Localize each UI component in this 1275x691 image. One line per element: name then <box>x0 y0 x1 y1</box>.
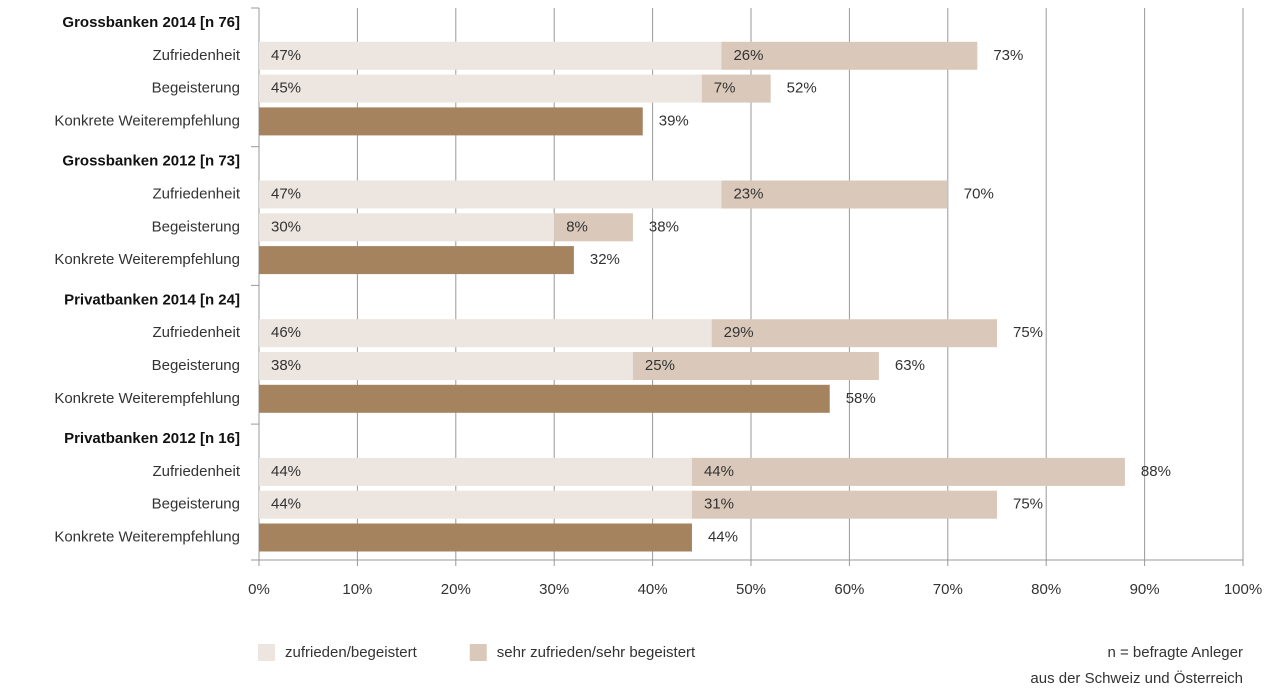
bar-segment <box>691 490 997 519</box>
y-tick-label: Begeisterung <box>152 496 240 513</box>
bar-segment <box>721 41 978 70</box>
data-label: 25% <box>645 357 675 374</box>
bar-segment <box>259 74 702 103</box>
y-tick-label: Konkrete Weiterempfehlung <box>54 112 240 129</box>
bar-segment <box>259 319 712 348</box>
bar-segment <box>259 384 830 413</box>
x-tick-label: 70% <box>933 581 963 598</box>
group-label: Grossbanken 2012 [n 73] <box>62 153 240 170</box>
data-label: 47% <box>271 185 301 202</box>
data-label: 38% <box>271 357 301 374</box>
data-label: 45% <box>271 80 301 97</box>
data-label: 30% <box>271 218 301 235</box>
total-label: 38% <box>649 218 679 235</box>
data-label: 32% <box>590 251 620 268</box>
note: aus der Schweiz und Österreich <box>1030 669 1243 687</box>
bar-segment <box>259 352 633 380</box>
y-tick-label: Begeisterung <box>152 80 240 97</box>
bar-segment <box>711 319 997 348</box>
x-tick-label: 50% <box>736 581 766 598</box>
x-tick-label: 20% <box>441 581 471 598</box>
data-label: 39% <box>659 112 689 129</box>
x-tick-label: 80% <box>1031 581 1061 598</box>
y-tick-label: Begeisterung <box>152 357 240 374</box>
data-label: 47% <box>271 47 301 64</box>
group-label: Privatbanken 2012 [n 16] <box>64 430 240 447</box>
x-tick-label: 10% <box>342 581 372 598</box>
legend-swatch <box>469 644 487 661</box>
data-label: 29% <box>724 324 754 341</box>
data-label: 8% <box>566 218 588 235</box>
total-label: 63% <box>895 357 925 374</box>
data-label: 44% <box>708 528 738 545</box>
x-tick-label: 60% <box>834 581 864 598</box>
y-tick-label: Zufriedenheit <box>152 185 240 202</box>
data-label: 44% <box>271 463 301 480</box>
data-label: 7% <box>714 80 736 97</box>
bar-segment <box>259 523 692 552</box>
y-tick-label: Zufriedenheit <box>152 324 240 341</box>
bar-segment <box>259 246 574 275</box>
x-tick-label: 30% <box>539 581 569 598</box>
bar-segment <box>259 213 555 242</box>
data-label: 31% <box>704 496 734 513</box>
bar-segment <box>701 74 771 103</box>
bar-segment <box>632 352 879 380</box>
total-label: 70% <box>964 185 994 202</box>
note: n = befragte Anleger <box>1107 644 1243 661</box>
legend-swatch <box>258 644 275 661</box>
y-tick-label: Konkrete Weiterempfehlung <box>54 251 240 268</box>
data-label: 44% <box>704 463 734 480</box>
bar-segment <box>259 180 722 209</box>
total-label: 75% <box>1013 324 1043 341</box>
y-tick-label: Konkrete Weiterempfehlung <box>54 528 240 545</box>
x-tick-label: 40% <box>638 581 668 598</box>
x-tick-label: 0% <box>248 581 270 598</box>
x-tick-label: 90% <box>1130 581 1160 598</box>
group-label: Grossbanken 2014 [n 76] <box>62 14 240 31</box>
bar-segment <box>554 213 633 242</box>
y-tick-label: Begeisterung <box>152 218 240 235</box>
bar-segment <box>721 180 948 209</box>
y-tick-label: Konkrete Weiterempfehlung <box>54 390 240 407</box>
bar-segment <box>259 107 643 136</box>
data-label: 44% <box>271 496 301 513</box>
data-label: 26% <box>733 47 763 64</box>
bar-segment <box>691 457 1125 486</box>
bar-segment <box>259 457 692 486</box>
data-label: 23% <box>733 185 763 202</box>
legend-label: zufrieden/begeistert <box>285 644 418 661</box>
x-tick-label: 100% <box>1224 581 1262 598</box>
total-label: 73% <box>993 47 1023 64</box>
y-tick-label: Zufriedenheit <box>152 47 240 64</box>
y-tick-label: Zufriedenheit <box>152 463 240 480</box>
data-label: 58% <box>846 390 876 407</box>
data-label: 46% <box>271 324 301 341</box>
total-label: 75% <box>1013 496 1043 513</box>
group-label: Privatbanken 2014 [n 24] <box>64 291 240 308</box>
total-label: 88% <box>1141 463 1171 480</box>
bar-segment <box>259 41 722 70</box>
total-label: 52% <box>787 80 817 97</box>
bar-segment <box>259 490 692 519</box>
legend-label: sehr zufrieden/sehr begeistert <box>497 644 696 661</box>
